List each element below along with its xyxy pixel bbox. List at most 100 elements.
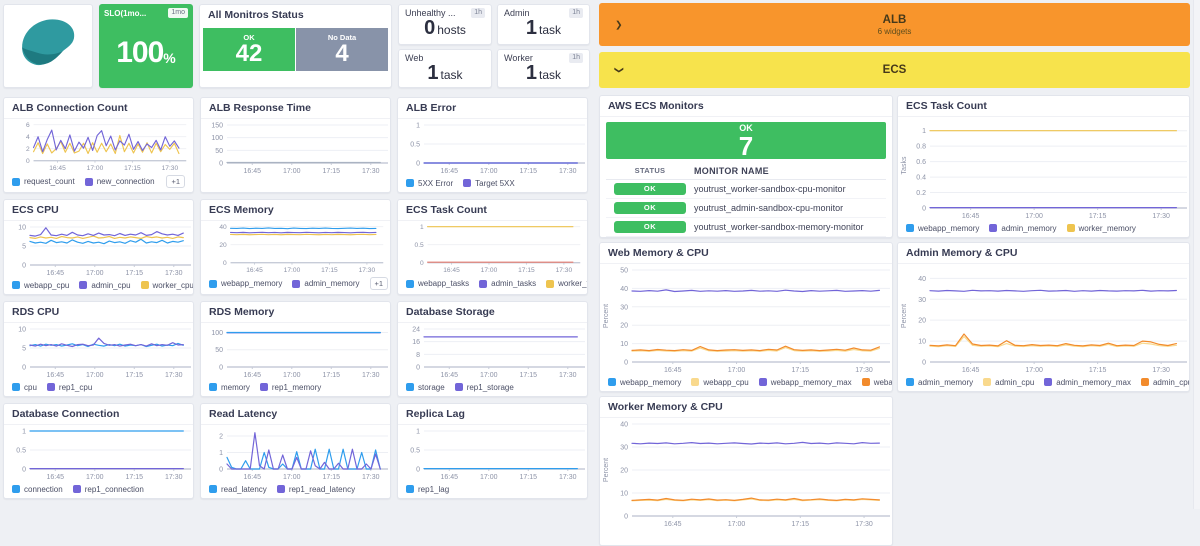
legend-label: new_connection <box>97 177 155 186</box>
legend-label: admin_cpu <box>995 378 1034 387</box>
y-tick-label: 1 <box>22 429 26 436</box>
legend-item[interactable]: admin_memory <box>292 279 359 288</box>
legend-swatch <box>1141 378 1149 386</box>
legend-swatch <box>906 378 914 386</box>
legend-item[interactable]: admin_cpu_max <box>1141 378 1189 387</box>
legend-item[interactable]: admin_tasks <box>479 279 536 288</box>
legend-item[interactable]: admin_memory <box>906 378 973 387</box>
monitor-name[interactable]: youtrust_worker-sandbox-cpu-monitor <box>694 184 886 194</box>
widget-title: Database Connection <box>4 404 193 425</box>
legend-item[interactable]: webapp_memory <box>209 279 282 288</box>
x-tick-label: 17:15 <box>323 372 341 379</box>
legend-swatch <box>209 280 217 288</box>
legend-item[interactable]: webapp_memory <box>608 378 681 387</box>
legend-item[interactable]: admin_memory <box>989 224 1056 233</box>
query-value-web-tasks[interactable]: Web 1 task <box>398 49 492 88</box>
legend-item[interactable]: webapp_memory_max <box>759 378 852 387</box>
query-value: 1 <box>526 63 537 83</box>
monitor-table: STATUS MONITOR NAME OK youtrust_worker-s… <box>600 164 892 237</box>
legend-item[interactable]: webapp_cpu <box>12 281 69 290</box>
widget-title: Web Memory & CPU <box>600 243 892 264</box>
x-tick-label: 17:15 <box>124 165 141 172</box>
monitor-row[interactable]: OK youtrust_worker-sandbox-memory-monito… <box>606 218 886 237</box>
group-header-ecs[interactable]: ❯ ECS <box>599 52 1190 88</box>
legend-swatch <box>73 485 81 493</box>
nodata-count: 4 <box>335 42 348 66</box>
widget-title: RDS CPU <box>4 302 193 323</box>
x-tick-label: 17:15 <box>323 474 341 481</box>
legend-item[interactable]: request_count <box>12 177 75 186</box>
monitor-name[interactable]: youtrust_admin-sandbox-cpu-monitor <box>694 203 886 213</box>
legend-item[interactable]: Target 5XX <box>463 179 515 188</box>
y-tick-label: 4 <box>26 134 30 141</box>
legend-item[interactable]: new_connection <box>85 177 155 186</box>
chevron-right-icon[interactable]: ❯ <box>615 19 623 30</box>
legend-item[interactable]: cpu <box>12 383 37 392</box>
y-tick-label: 5 <box>22 244 26 251</box>
legend-item[interactable]: memory <box>209 383 250 392</box>
monitor-summary-ok-block[interactable]: OK 42 <box>203 28 295 71</box>
x-tick-label: 17:15 <box>518 267 535 274</box>
monitor-row[interactable]: OK youtrust_worker-sandbox-cpu-monitor <box>606 180 886 199</box>
legend-item[interactable]: webapp_memory <box>906 224 979 233</box>
legend-item[interactable]: storage <box>406 383 445 392</box>
x-tick-label: 17:30 <box>559 474 577 481</box>
legend-item[interactable]: webapp_cpu <box>691 378 748 387</box>
legend-item[interactable]: rep1_cpu <box>47 383 92 392</box>
y-tick-label: 10 <box>18 327 26 334</box>
legend-item[interactable]: rep1_read_latency <box>277 485 355 494</box>
query-value-admin-tasks[interactable]: Admin 1h 1 task <box>497 4 590 45</box>
monitor-row[interactable]: OK youtrust_admin-sandbox-cpu-monitor <box>606 199 886 218</box>
legend-overflow-badge[interactable]: +1 <box>370 277 389 290</box>
legend-item[interactable]: rep1_lag <box>406 485 449 494</box>
vertical-scrollbar[interactable] <box>1193 0 1200 509</box>
legend-item[interactable]: rep1_memory <box>260 383 321 392</box>
series-line <box>30 236 183 238</box>
slo-widget[interactable]: SLO(1mo... 1mo 100 % <box>99 4 193 88</box>
monitor-name[interactable]: youtrust_worker-sandbox-memory-monitor <box>694 222 886 232</box>
x-tick-label: 16:45 <box>443 267 460 274</box>
chart-legend <box>201 177 390 192</box>
legend-label: rep1_memory <box>272 383 321 392</box>
monitor-summary-nodata-block[interactable]: No Data 4 <box>296 28 388 71</box>
query-value-worker-tasks[interactable]: Worker 1h 1 task <box>497 49 590 88</box>
legend-item[interactable]: webapp_cpu_max <box>862 378 892 387</box>
legend-item[interactable]: rep1_storage <box>455 383 514 392</box>
legend-item[interactable]: admin_cpu <box>983 378 1034 387</box>
monitor-ok-banner[interactable]: OK 7 <box>606 122 886 159</box>
legend-item[interactable]: rep1_connection <box>73 485 144 494</box>
legend-item[interactable]: 5XX Error <box>406 179 453 188</box>
monitor-summary-widget[interactable]: All Monitros Status OK 42 No Data 4 <box>199 4 392 88</box>
y-tick-label: 0 <box>219 161 223 168</box>
legend-item[interactable]: connection <box>12 485 63 494</box>
legend-item[interactable]: webapp_tasks <box>406 279 469 288</box>
group-header-alb[interactable]: ❯ ALB 6 widgets <box>599 3 1190 46</box>
legend-item[interactable]: worker_cpu <box>141 281 193 290</box>
query-value-unhealthy-hosts[interactable]: Unhealthy ... 1h 0 hosts <box>398 4 492 45</box>
legend-item[interactable]: worker_memory <box>1067 224 1136 233</box>
legend-item[interactable]: read_latency <box>209 485 267 494</box>
legend-item[interactable]: admin_memory_max <box>1044 378 1131 387</box>
legend-overflow-badge[interactable]: +1 <box>166 175 185 188</box>
legend-item[interactable]: worker_tasks <box>546 279 587 288</box>
legend-item[interactable]: admin_cpu <box>79 281 130 290</box>
widget-title: ALB Connection Count <box>4 98 193 119</box>
chevron-down-icon[interactable]: ❯ <box>613 66 624 74</box>
